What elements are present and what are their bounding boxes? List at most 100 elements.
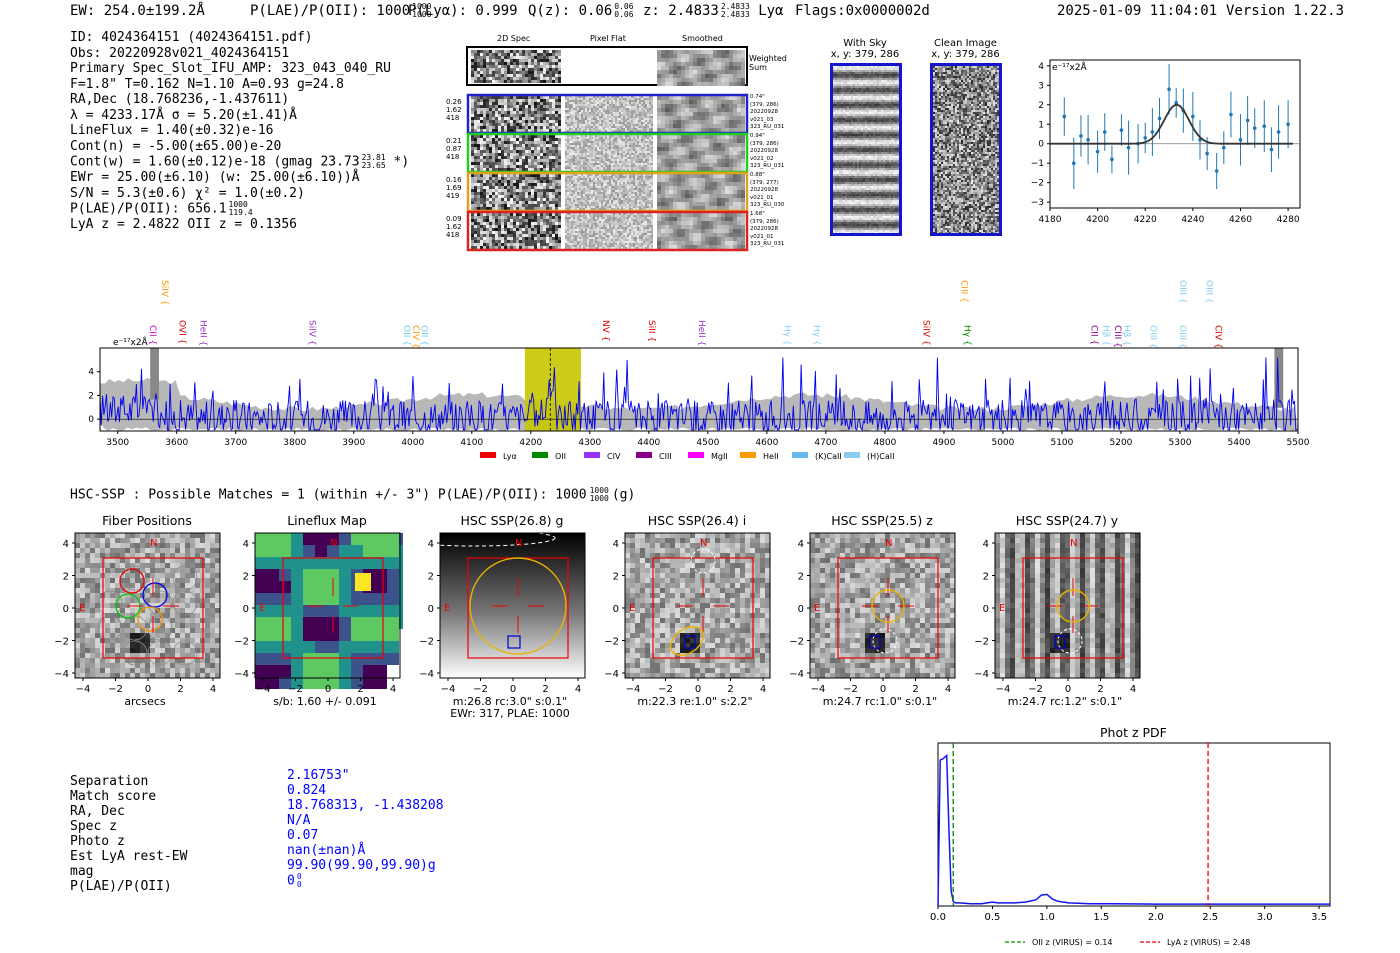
- legend-label: CIV: [607, 452, 621, 461]
- info-sn: S/N = 5.3(±0.6) χ² = 1.0(±0.2): [70, 185, 305, 201]
- legend-swatch: [740, 452, 756, 458]
- zoom-point: [1238, 138, 1243, 142]
- spectrum-ytick-label: 0: [88, 415, 94, 425]
- north-label: N: [1070, 538, 1077, 549]
- hsc-xtick: −2: [843, 684, 858, 695]
- hsc-panel-image-5: N E 4 2 0 −2 −4 −4 −2 0 2 4: [974, 532, 1141, 695]
- fiber-smoothed-2: [657, 174, 745, 210]
- spectrum-xtick-label: 5300: [1169, 438, 1192, 448]
- hsc-xtick: −2: [108, 684, 123, 695]
- hsc-panel-image-2: N E 4 2 0 −2 −4 −4 −2 0 2 4: [418, 529, 586, 695]
- line-label-CIV: CIV {: [1212, 325, 1222, 349]
- legend-swatch: [844, 452, 860, 458]
- photz-chart: 0.0 0.5 1.0 1.5 2.0 2.5 3.0 3.5 OII z (VIRUS) = …: [930, 742, 1331, 947]
- legend-label: HeII: [763, 452, 779, 461]
- with-sky-frame: [830, 63, 902, 236]
- col-header-smoothed: Smoothed: [682, 34, 723, 43]
- match-value-3: N/A: [287, 813, 311, 828]
- hsc-panel-title-2: HSC SSP(26.8) g: [460, 513, 564, 528]
- hsc-ytick: 0: [63, 604, 69, 615]
- match-values: 2.16753" 0.824 18.768313, -1.438208 N/A 0.07…: [287, 768, 444, 889]
- hsc-panel-caption-5: m:24.7 rc:1.2" s:0.1": [975, 696, 1155, 708]
- hsc-aperture-circle: [469, 557, 567, 655]
- fiber-row-right-3: 1.68" (379, 286) 20220928 v021_01 323_RU_031: [750, 211, 785, 247]
- info-id: ID: 4024364151 (4024364151.pdf): [70, 30, 313, 45]
- info-contn: Cont(n) = -5.00(±65.00)e-20: [70, 138, 282, 154]
- zoom-unit-label: e⁻¹⁷x2Å: [1052, 61, 1088, 73]
- header-plya: P(Lyα): 0.999: [408, 3, 518, 19]
- spectrum-xtick-label: 5500: [1287, 438, 1310, 448]
- clean-image-title: Clean Image x, y: 379, 286: [931, 38, 1000, 60]
- spectrum-xtick-label: 4000: [401, 438, 424, 448]
- north-label: N: [700, 538, 707, 549]
- fiber-red: [119, 568, 145, 594]
- hsc-xtick: 4: [210, 684, 216, 695]
- legend-swatch: [532, 452, 548, 458]
- hsc-ytick: −2: [974, 637, 989, 648]
- hsc-ytick: 0: [613, 604, 619, 615]
- match-value-0: 2.16753": [287, 768, 350, 783]
- hsc-xtick: −2: [288, 684, 303, 695]
- zoom-point: [1079, 134, 1083, 138]
- col-header-pixelflat: Pixel Flat: [590, 34, 626, 43]
- hsc-panel-caption-2: m:26.8 rc:3.0" s:0.1" EWr: 317, PLAE: 100…: [420, 696, 600, 720]
- hsc-source-marker: [1054, 635, 1066, 649]
- match-label-2: RA, Dec: [70, 804, 125, 819]
- zoom-point: [1276, 130, 1281, 134]
- hsc-panel-caption-0: arcsecs: [55, 696, 235, 708]
- info-lambda: λ = 4233.17Å σ = 5.20(±1.41)Å: [70, 107, 297, 123]
- fiber-2dspec-3: [471, 213, 561, 249]
- hsc-aperture-ellipse: [670, 626, 704, 656]
- zoom-point: [1150, 130, 1155, 134]
- hsc-ytick: −4: [54, 669, 69, 680]
- hsc-ytick: 4: [428, 539, 434, 550]
- hsc-ytick: 2: [798, 572, 804, 583]
- hsc-aperture-box: [282, 557, 384, 659]
- zoom-xtick-label: 4180: [1039, 215, 1062, 225]
- zoom-point: [1229, 112, 1233, 117]
- hsc-xtick: −4: [441, 684, 456, 695]
- hsc-source-marker: [869, 635, 881, 649]
- zoom-ytick-label: −3: [1031, 198, 1044, 208]
- hsc-ytick: 4: [63, 539, 69, 550]
- hsc-xtick: 2: [727, 684, 733, 695]
- photz-xtick: 0.5: [984, 912, 1000, 923]
- line-label-OII: OII {: [401, 325, 411, 346]
- fiber-row-left-2: 0.16 1.69 419: [446, 176, 462, 200]
- spectrum-xtick-label: 4900: [932, 438, 955, 448]
- clean-image-frame: [930, 63, 1002, 236]
- spectrum-xtick-label: 4100: [460, 438, 483, 448]
- line-label-OIII: OIII {: [1204, 280, 1214, 304]
- north-label: N: [330, 538, 337, 549]
- hsc-xtick: 4: [760, 684, 766, 695]
- zoom-ytick-label: −1: [1031, 159, 1044, 169]
- hsc-aperture-box: [837, 557, 939, 659]
- line-label-SiIV: SiIV {: [307, 320, 317, 346]
- match-label-0: Separation: [70, 774, 149, 789]
- hsc-ytick: 4: [243, 539, 249, 550]
- zoom-ytick-label: 2: [1038, 101, 1044, 111]
- with-sky-title: With Sky x, y: 379, 286: [830, 38, 900, 60]
- spectrum-xtick-label: 5200: [1110, 438, 1133, 448]
- hsc-ytick: −2: [54, 637, 69, 648]
- info-lineflux: LineFlux = 1.40(±0.32)e-16: [70, 123, 274, 138]
- info-lyaz: LyA z = 2.4822 OII z = 0.1356: [70, 217, 297, 232]
- match-value-5: nan(±nan)Å: [287, 843, 366, 858]
- hsc-panel-caption-1: s/b: 1.60 +/- 0.091: [235, 696, 415, 708]
- hsc-xtick: 0: [880, 684, 886, 695]
- hsc-xtick: −4: [256, 684, 271, 695]
- zoom-point: [1110, 157, 1114, 162]
- zoom-xtick-label: 4220: [1134, 215, 1157, 225]
- hsc-ytick: 0: [243, 604, 249, 615]
- hsc-panel-title-3: HSC SSP(26.4) i: [647, 513, 747, 528]
- spectrum-line: [99, 357, 1298, 432]
- hsc-ytick: 4: [983, 539, 989, 550]
- cutout-grid: [466, 46, 749, 252]
- hsc-summary: HSC-SSP : Possible Matches = 1 (within +…: [70, 486, 636, 503]
- zoom-xtick-label: 4280: [1277, 215, 1300, 225]
- spectrum-xtick-label: 3500: [106, 438, 129, 448]
- photz-xtick: 2.0: [1148, 912, 1164, 923]
- spectrum-xtick-label: 3600: [165, 438, 188, 448]
- full-spectrum-chart: CII {SiIV {OVI {HeII {SiIV {OII {CIV {OI…: [88, 280, 1310, 461]
- hsc-ytick: 0: [983, 604, 989, 615]
